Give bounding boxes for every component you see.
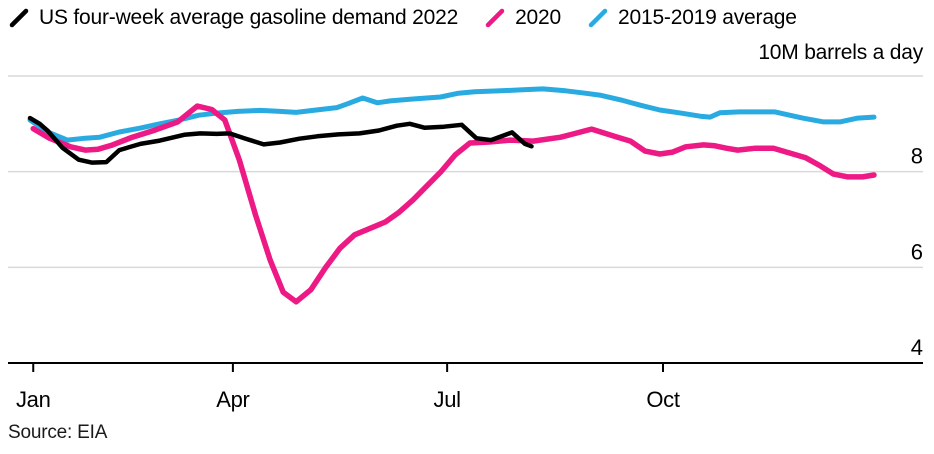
legend-item-demand-2022: US four-week average gasoline demand 202…	[8, 6, 458, 30]
legend-label-demand-2020: 2020	[515, 6, 561, 29]
black-line-swatch-icon	[9, 8, 29, 28]
series-line-demand-2022	[27, 115, 534, 165]
chart-legend: US four-week average gasoline demand 202…	[8, 6, 797, 30]
x-tick-label-Jul: Jul	[434, 387, 461, 412]
blue-line-swatch-icon	[588, 8, 608, 28]
series-line-demand-2020	[30, 103, 877, 305]
x-tick-label-Apr: Apr	[216, 387, 249, 412]
legend-label-avg-2015-2019: 2015-2019 average	[618, 6, 797, 29]
y-tick-label-8: 8	[911, 144, 923, 169]
legend-item-demand-2020: 2020	[484, 6, 561, 30]
pink-line-swatch-icon	[485, 8, 505, 28]
source-attribution: Source: EIA	[8, 422, 108, 443]
y-axis-unit-label: 10M barrels a day	[758, 41, 923, 64]
series-line-avg-2015-2019	[27, 86, 877, 143]
y-tick-label-4: 4	[911, 335, 923, 360]
x-tick-label-Oct: Oct	[646, 387, 680, 412]
y-tick-label-6: 6	[911, 239, 923, 264]
legend-item-avg-2015-2019: 2015-2019 average	[587, 6, 797, 30]
x-tick-label-Jan: Jan	[16, 387, 51, 412]
legend-label-demand-2022: US four-week average gasoline demand 202…	[39, 6, 459, 29]
